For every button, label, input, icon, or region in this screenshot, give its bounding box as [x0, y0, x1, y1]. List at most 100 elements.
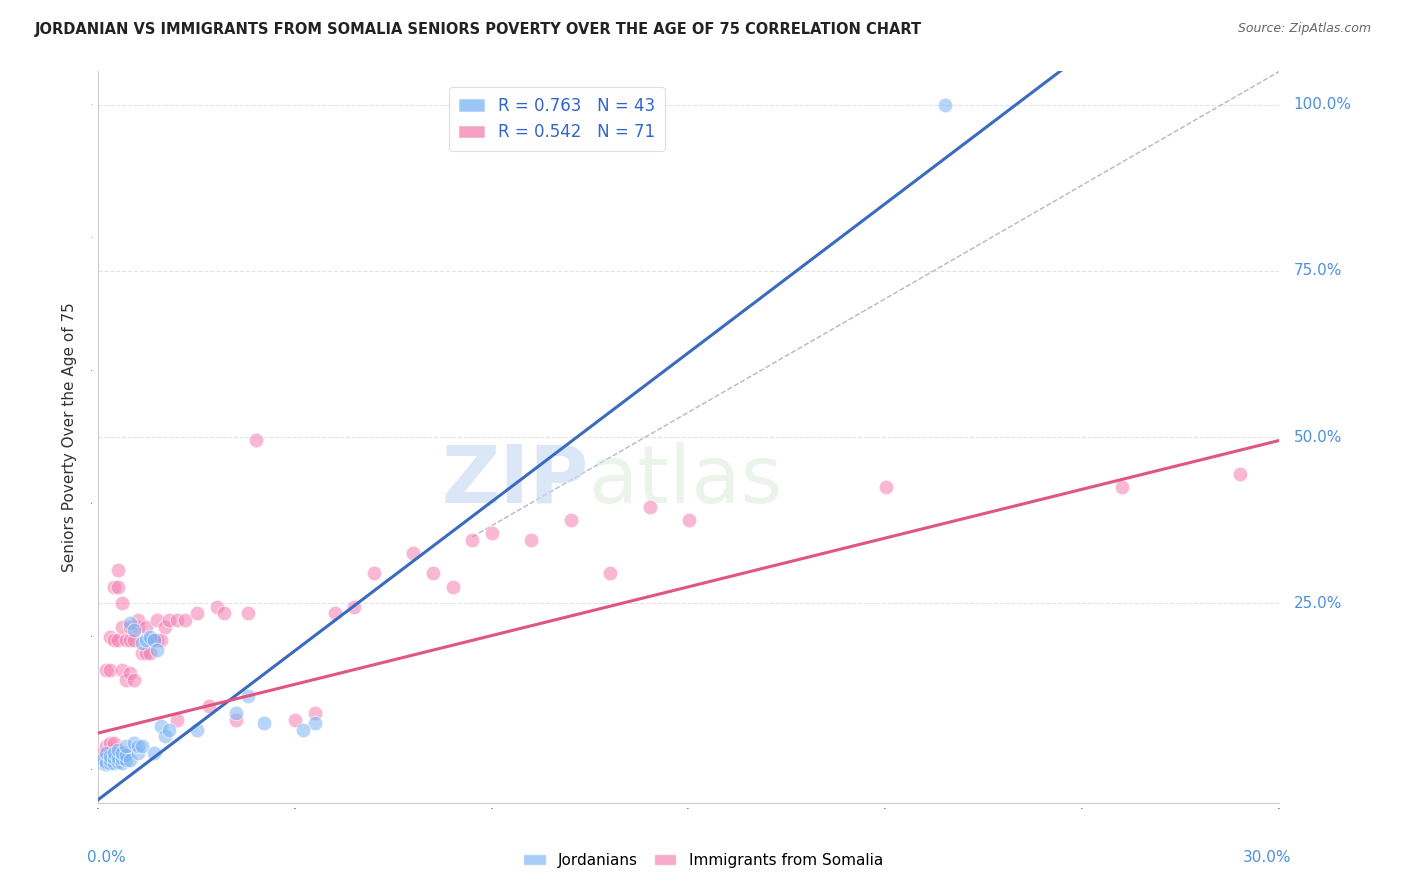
Text: ZIP: ZIP — [441, 442, 589, 520]
Point — [107, 563, 129, 577]
Point — [481, 526, 503, 541]
Y-axis label: Seniors Poverty Over the Age of 75: Seniors Poverty Over the Age of 75 — [62, 302, 77, 572]
Point — [96, 755, 118, 769]
Point — [103, 750, 125, 764]
Point — [441, 580, 464, 594]
Text: 25.0%: 25.0% — [1294, 596, 1341, 611]
Point — [107, 746, 129, 760]
Point — [115, 632, 138, 647]
Point — [146, 613, 169, 627]
Text: 75.0%: 75.0% — [1294, 263, 1341, 278]
Point — [155, 619, 177, 633]
Point — [236, 607, 259, 621]
Point — [111, 746, 134, 760]
Point — [111, 596, 134, 610]
Point — [118, 753, 141, 767]
Point — [135, 619, 157, 633]
Point — [155, 729, 177, 743]
Point — [599, 566, 621, 581]
Point — [245, 434, 267, 448]
Point — [304, 716, 326, 731]
Point — [157, 613, 180, 627]
Legend: Jordanians, Immigrants from Somalia: Jordanians, Immigrants from Somalia — [517, 847, 889, 873]
Point — [91, 753, 114, 767]
Point — [118, 616, 141, 631]
Point — [678, 513, 700, 527]
Point — [111, 746, 134, 760]
Point — [236, 690, 259, 704]
Point — [150, 719, 173, 733]
Text: 50.0%: 50.0% — [1294, 430, 1341, 444]
Point — [115, 739, 138, 754]
Point — [292, 723, 315, 737]
Point — [157, 723, 180, 737]
Point — [138, 630, 160, 644]
Point — [638, 500, 661, 514]
Point — [150, 632, 173, 647]
Text: 100.0%: 100.0% — [1294, 97, 1351, 112]
Point — [461, 533, 484, 548]
Point — [107, 753, 129, 767]
Point — [186, 723, 208, 737]
Point — [118, 619, 141, 633]
Point — [107, 580, 129, 594]
Point — [186, 607, 208, 621]
Point — [146, 643, 169, 657]
Point — [96, 746, 118, 760]
Point — [115, 746, 138, 760]
Point — [115, 747, 138, 762]
Point — [197, 699, 219, 714]
Point — [166, 713, 188, 727]
Text: 30.0%: 30.0% — [1243, 850, 1291, 865]
Point — [96, 757, 118, 772]
Point — [98, 749, 121, 764]
Point — [107, 755, 129, 769]
Point — [131, 739, 153, 754]
Point — [91, 753, 114, 767]
Point — [146, 632, 169, 647]
Text: Source: ZipAtlas.com: Source: ZipAtlas.com — [1237, 22, 1371, 36]
Point — [166, 613, 188, 627]
Point — [103, 753, 125, 767]
Point — [363, 566, 385, 581]
Point — [127, 746, 149, 760]
Point — [253, 716, 276, 731]
Point — [205, 599, 228, 614]
Point — [122, 623, 145, 637]
Text: 0.0%: 0.0% — [87, 850, 125, 865]
Text: atlas: atlas — [589, 442, 783, 520]
Point — [284, 713, 307, 727]
Point — [225, 706, 247, 720]
Point — [304, 706, 326, 720]
Point — [91, 756, 114, 770]
Legend: R = 0.763   N = 43, R = 0.542   N = 71: R = 0.763 N = 43, R = 0.542 N = 71 — [450, 87, 665, 152]
Point — [1111, 480, 1133, 494]
Point — [122, 632, 145, 647]
Point — [98, 630, 121, 644]
Point — [103, 580, 125, 594]
Point — [122, 673, 145, 687]
Point — [225, 713, 247, 727]
Point — [875, 480, 897, 494]
Point — [127, 739, 149, 754]
Point — [98, 746, 121, 760]
Point — [103, 632, 125, 647]
Point — [115, 673, 138, 687]
Point — [520, 533, 543, 548]
Point — [560, 513, 582, 527]
Point — [111, 756, 134, 770]
Point — [118, 666, 141, 681]
Point — [934, 97, 956, 112]
Point — [135, 646, 157, 660]
Point — [107, 742, 129, 756]
Point — [214, 607, 236, 621]
Point — [1229, 467, 1251, 481]
Point — [142, 632, 165, 647]
Point — [343, 599, 366, 614]
Point — [115, 753, 138, 767]
Point — [96, 746, 118, 760]
Point — [103, 736, 125, 750]
Point — [111, 663, 134, 677]
Point — [122, 736, 145, 750]
Point — [118, 632, 141, 647]
